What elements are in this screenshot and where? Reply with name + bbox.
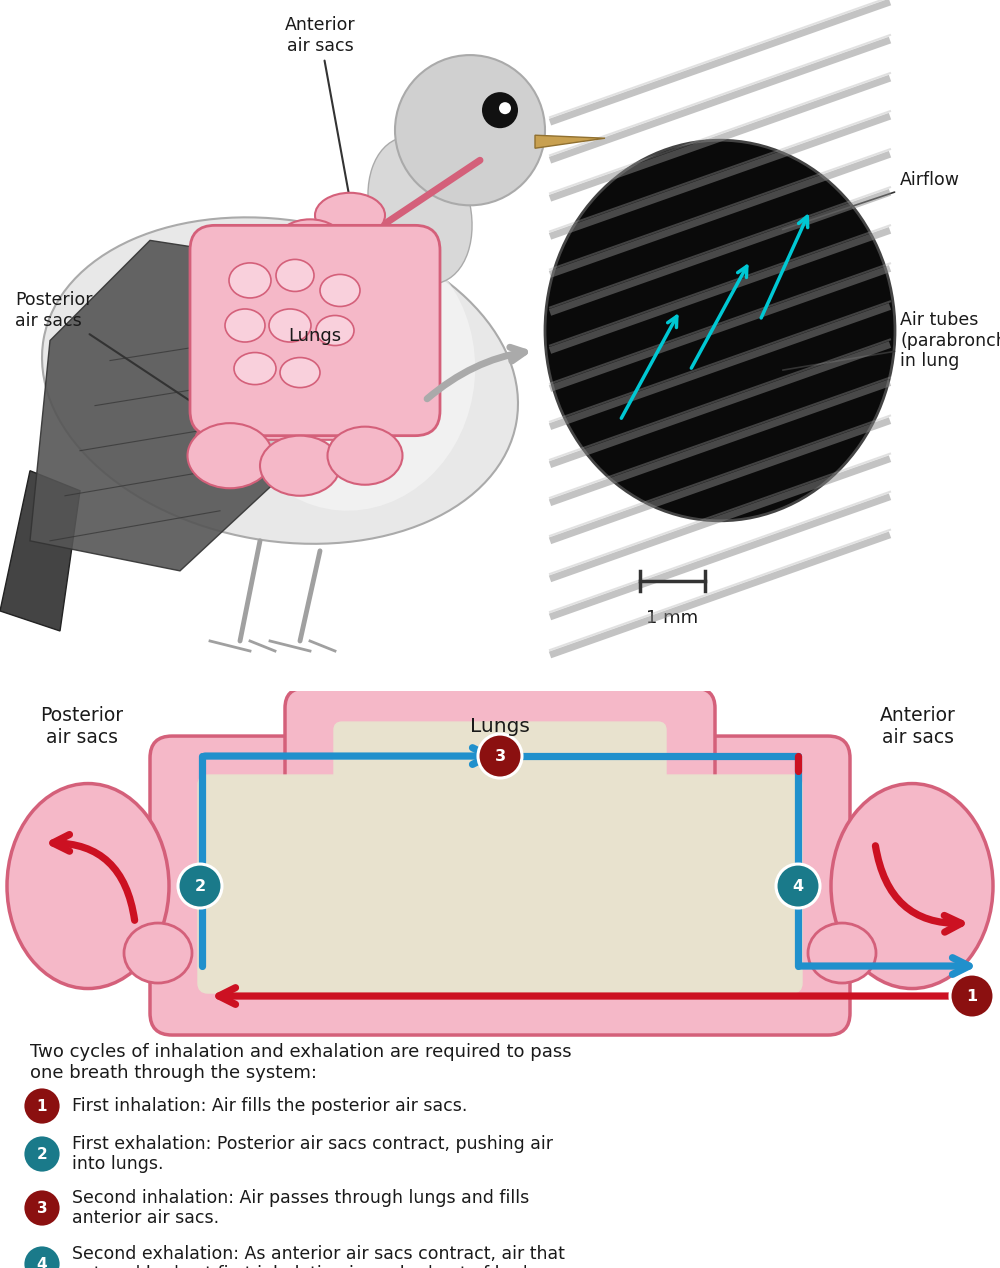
Ellipse shape	[225, 309, 265, 342]
Circle shape	[395, 55, 545, 205]
Circle shape	[499, 103, 511, 114]
Text: 3: 3	[37, 1201, 47, 1216]
Text: Anterior
air sacs: Anterior air sacs	[880, 705, 956, 747]
Text: Second exhalation: As anterior air sacs contract, air that
entered body at first: Second exhalation: As anterior air sacs …	[72, 1245, 565, 1268]
Text: 4: 4	[37, 1257, 47, 1268]
Text: Anterior
air sacs: Anterior air sacs	[285, 16, 355, 198]
Ellipse shape	[320, 274, 360, 307]
Ellipse shape	[280, 358, 320, 388]
Bar	[305, 771, 695, 796]
Ellipse shape	[269, 309, 311, 342]
Ellipse shape	[315, 193, 385, 238]
Ellipse shape	[229, 262, 271, 298]
Circle shape	[23, 1245, 61, 1268]
Circle shape	[178, 864, 222, 908]
Ellipse shape	[124, 923, 192, 983]
Circle shape	[23, 1135, 61, 1173]
Ellipse shape	[234, 353, 276, 384]
Text: First inhalation: Air fills the posterior air sacs.: First inhalation: Air fills the posterio…	[72, 1097, 467, 1115]
FancyBboxPatch shape	[285, 689, 715, 817]
Text: 2: 2	[37, 1146, 47, 1161]
Text: 1: 1	[966, 989, 978, 1003]
Circle shape	[776, 864, 820, 908]
FancyBboxPatch shape	[334, 721, 666, 796]
Circle shape	[482, 93, 518, 128]
Text: Lungs: Lungs	[288, 327, 342, 345]
Text: 4: 4	[792, 879, 804, 894]
FancyBboxPatch shape	[150, 735, 850, 1035]
Ellipse shape	[7, 784, 169, 989]
Text: 1 mm: 1 mm	[646, 609, 698, 626]
Ellipse shape	[42, 217, 518, 544]
Circle shape	[23, 1087, 61, 1125]
Text: Second inhalation: Air passes through lungs and fills
anterior air sacs.: Second inhalation: Air passes through lu…	[72, 1188, 529, 1227]
Text: Lungs: Lungs	[470, 716, 530, 735]
Ellipse shape	[187, 424, 272, 488]
Ellipse shape	[278, 219, 342, 261]
Ellipse shape	[368, 137, 472, 284]
FancyBboxPatch shape	[190, 226, 440, 436]
Text: Airflow: Airflow	[783, 171, 960, 230]
Polygon shape	[535, 136, 605, 148]
Polygon shape	[30, 241, 350, 571]
Ellipse shape	[545, 141, 895, 521]
Ellipse shape	[260, 436, 340, 496]
Text: Two cycles of inhalation and exhalation are required to pass
one breath through : Two cycles of inhalation and exhalation …	[30, 1044, 572, 1082]
Text: Posterior
air sacs: Posterior air sacs	[15, 292, 218, 420]
Text: Posterior
air sacs: Posterior air sacs	[40, 705, 124, 747]
Ellipse shape	[276, 260, 314, 292]
Text: First exhalation: Posterior air sacs contract, pushing air
into lungs.: First exhalation: Posterior air sacs con…	[72, 1135, 553, 1173]
Ellipse shape	[316, 316, 354, 345]
Ellipse shape	[328, 426, 402, 484]
Circle shape	[23, 1189, 61, 1227]
Text: 2: 2	[194, 879, 206, 894]
Polygon shape	[0, 470, 80, 631]
Circle shape	[950, 974, 994, 1018]
Circle shape	[478, 734, 522, 779]
Text: Air tubes
(parabronchi)
in lung: Air tubes (parabronchi) in lung	[783, 311, 1000, 370]
Ellipse shape	[342, 231, 398, 269]
Text: 3: 3	[494, 748, 506, 763]
Text: 1: 1	[37, 1098, 47, 1113]
FancyBboxPatch shape	[198, 775, 802, 993]
Ellipse shape	[831, 784, 993, 989]
Ellipse shape	[808, 923, 876, 983]
Ellipse shape	[225, 231, 475, 511]
